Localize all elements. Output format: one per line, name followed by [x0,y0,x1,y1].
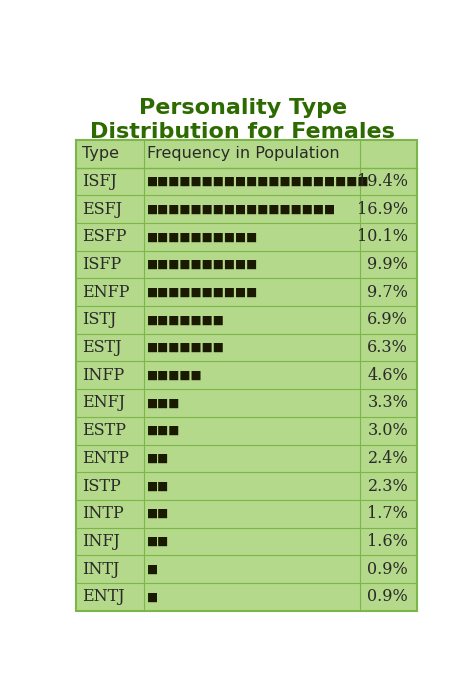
Text: ■■■■■: ■■■■■ [147,369,203,382]
Text: ■■■■■■■: ■■■■■■■ [147,314,225,326]
Text: 1.6%: 1.6% [367,533,408,550]
Text: ENFP: ENFP [82,284,130,301]
Text: 10.1%: 10.1% [357,228,408,245]
Text: ESTP: ESTP [82,422,127,439]
Text: ENTP: ENTP [82,450,129,467]
Text: INTP: INTP [82,505,124,522]
Text: ■■: ■■ [147,507,170,520]
Text: Type: Type [82,146,119,161]
Text: ■■■■■■■: ■■■■■■■ [147,341,225,354]
Text: ENFJ: ENFJ [82,395,126,412]
Text: ESTJ: ESTJ [82,339,122,356]
Text: Personality Type
Distribution for Females: Personality Type Distribution for Female… [91,98,395,142]
Text: 0.9%: 0.9% [367,560,408,578]
Text: ■■: ■■ [147,452,170,465]
Text: ISFP: ISFP [82,256,122,273]
Text: ■■: ■■ [147,535,170,548]
Text: ■■■■■■■■■■: ■■■■■■■■■■ [147,230,259,243]
Text: ESFP: ESFP [82,228,127,245]
Text: 2.4%: 2.4% [368,450,408,467]
Text: ■■■■■■■■■■■■■■■■■: ■■■■■■■■■■■■■■■■■ [147,202,337,216]
Text: 2.3%: 2.3% [367,477,408,495]
Text: INFP: INFP [82,367,125,384]
Text: 6.9%: 6.9% [367,312,408,328]
Text: ISTJ: ISTJ [82,312,117,328]
Text: ■■■■■■■■■■■■■■■■■■■■: ■■■■■■■■■■■■■■■■■■■■ [147,175,370,188]
Text: INTJ: INTJ [82,560,120,578]
Text: ENTJ: ENTJ [82,588,125,605]
Text: 0.9%: 0.9% [367,588,408,605]
Text: ■■■: ■■■ [147,424,181,437]
Text: ISTP: ISTP [82,477,121,495]
Text: INFJ: INFJ [82,533,120,550]
Text: 4.6%: 4.6% [367,367,408,384]
Text: ■■■■■■■■■■: ■■■■■■■■■■ [147,285,259,299]
Text: 9.9%: 9.9% [367,256,408,273]
Text: ■: ■ [147,562,158,576]
Text: ■: ■ [147,590,158,603]
Text: Frequency in Population: Frequency in Population [147,146,340,161]
Text: ESFJ: ESFJ [82,200,122,218]
Text: 19.4%: 19.4% [357,173,408,190]
Text: 3.0%: 3.0% [367,422,408,439]
Text: 6.3%: 6.3% [367,339,408,356]
Text: ■■■: ■■■ [147,397,181,410]
Text: ■■■■■■■■■■: ■■■■■■■■■■ [147,258,259,271]
Text: ISFJ: ISFJ [82,173,117,190]
Text: 1.7%: 1.7% [367,505,408,522]
Text: 3.3%: 3.3% [367,395,408,412]
Text: 9.7%: 9.7% [367,284,408,301]
Text: ■■: ■■ [147,480,170,493]
Text: 16.9%: 16.9% [357,200,408,218]
FancyBboxPatch shape [76,140,418,611]
